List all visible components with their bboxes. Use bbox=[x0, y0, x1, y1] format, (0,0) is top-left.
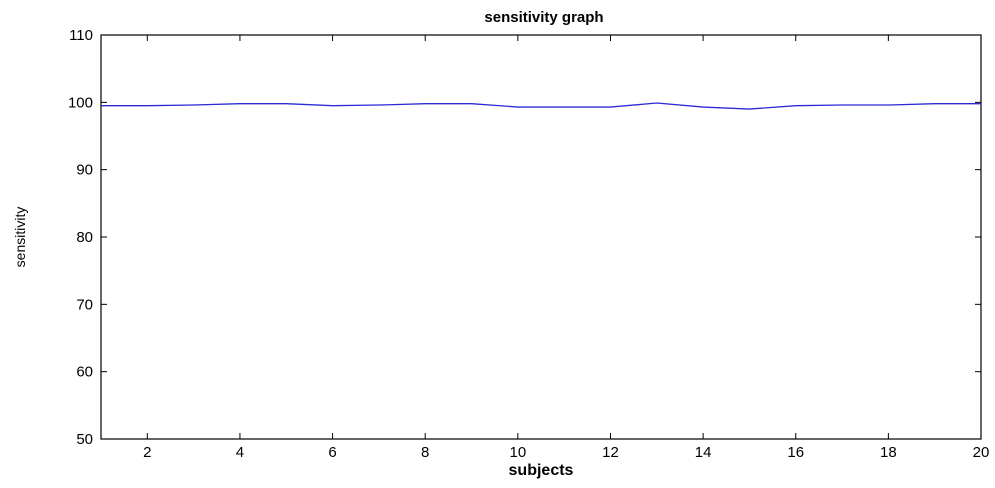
x-tick-label: 16 bbox=[787, 444, 804, 461]
y-tick-label: 50 bbox=[76, 431, 93, 448]
x-tick-label: 14 bbox=[695, 444, 712, 461]
y-tick-label: 90 bbox=[76, 162, 93, 179]
plot-area bbox=[100, 34, 982, 440]
x-tick-label: 10 bbox=[509, 444, 526, 461]
y-tick-label: 110 bbox=[69, 27, 93, 44]
y-axis: 50 60 70 80 90 100 110 bbox=[68, 27, 981, 448]
y-tick-label: 80 bbox=[76, 229, 93, 246]
x-tick-label: 8 bbox=[421, 444, 429, 461]
y-tick-label: 70 bbox=[76, 296, 93, 313]
x-tick-label: 12 bbox=[602, 444, 619, 461]
series-layer bbox=[101, 102, 981, 110]
x-tick-label: 4 bbox=[236, 444, 244, 461]
y-axis-label: sensitivity bbox=[12, 207, 28, 268]
x-tick-label: 18 bbox=[880, 444, 897, 461]
x-axis-label: subjects bbox=[509, 462, 574, 479]
x-tick-label: 6 bbox=[328, 444, 336, 461]
y-tick-label: 100 bbox=[68, 94, 93, 111]
series-line bbox=[101, 102, 981, 110]
chart-title: sensitivity graph bbox=[484, 9, 603, 26]
x-tick-label: 20 bbox=[973, 444, 990, 461]
x-tick-label: 2 bbox=[143, 444, 151, 461]
x-axis: 2 4 6 8 10 12 14 16 18 20 bbox=[143, 35, 989, 461]
y-tick-label: 60 bbox=[76, 364, 93, 381]
